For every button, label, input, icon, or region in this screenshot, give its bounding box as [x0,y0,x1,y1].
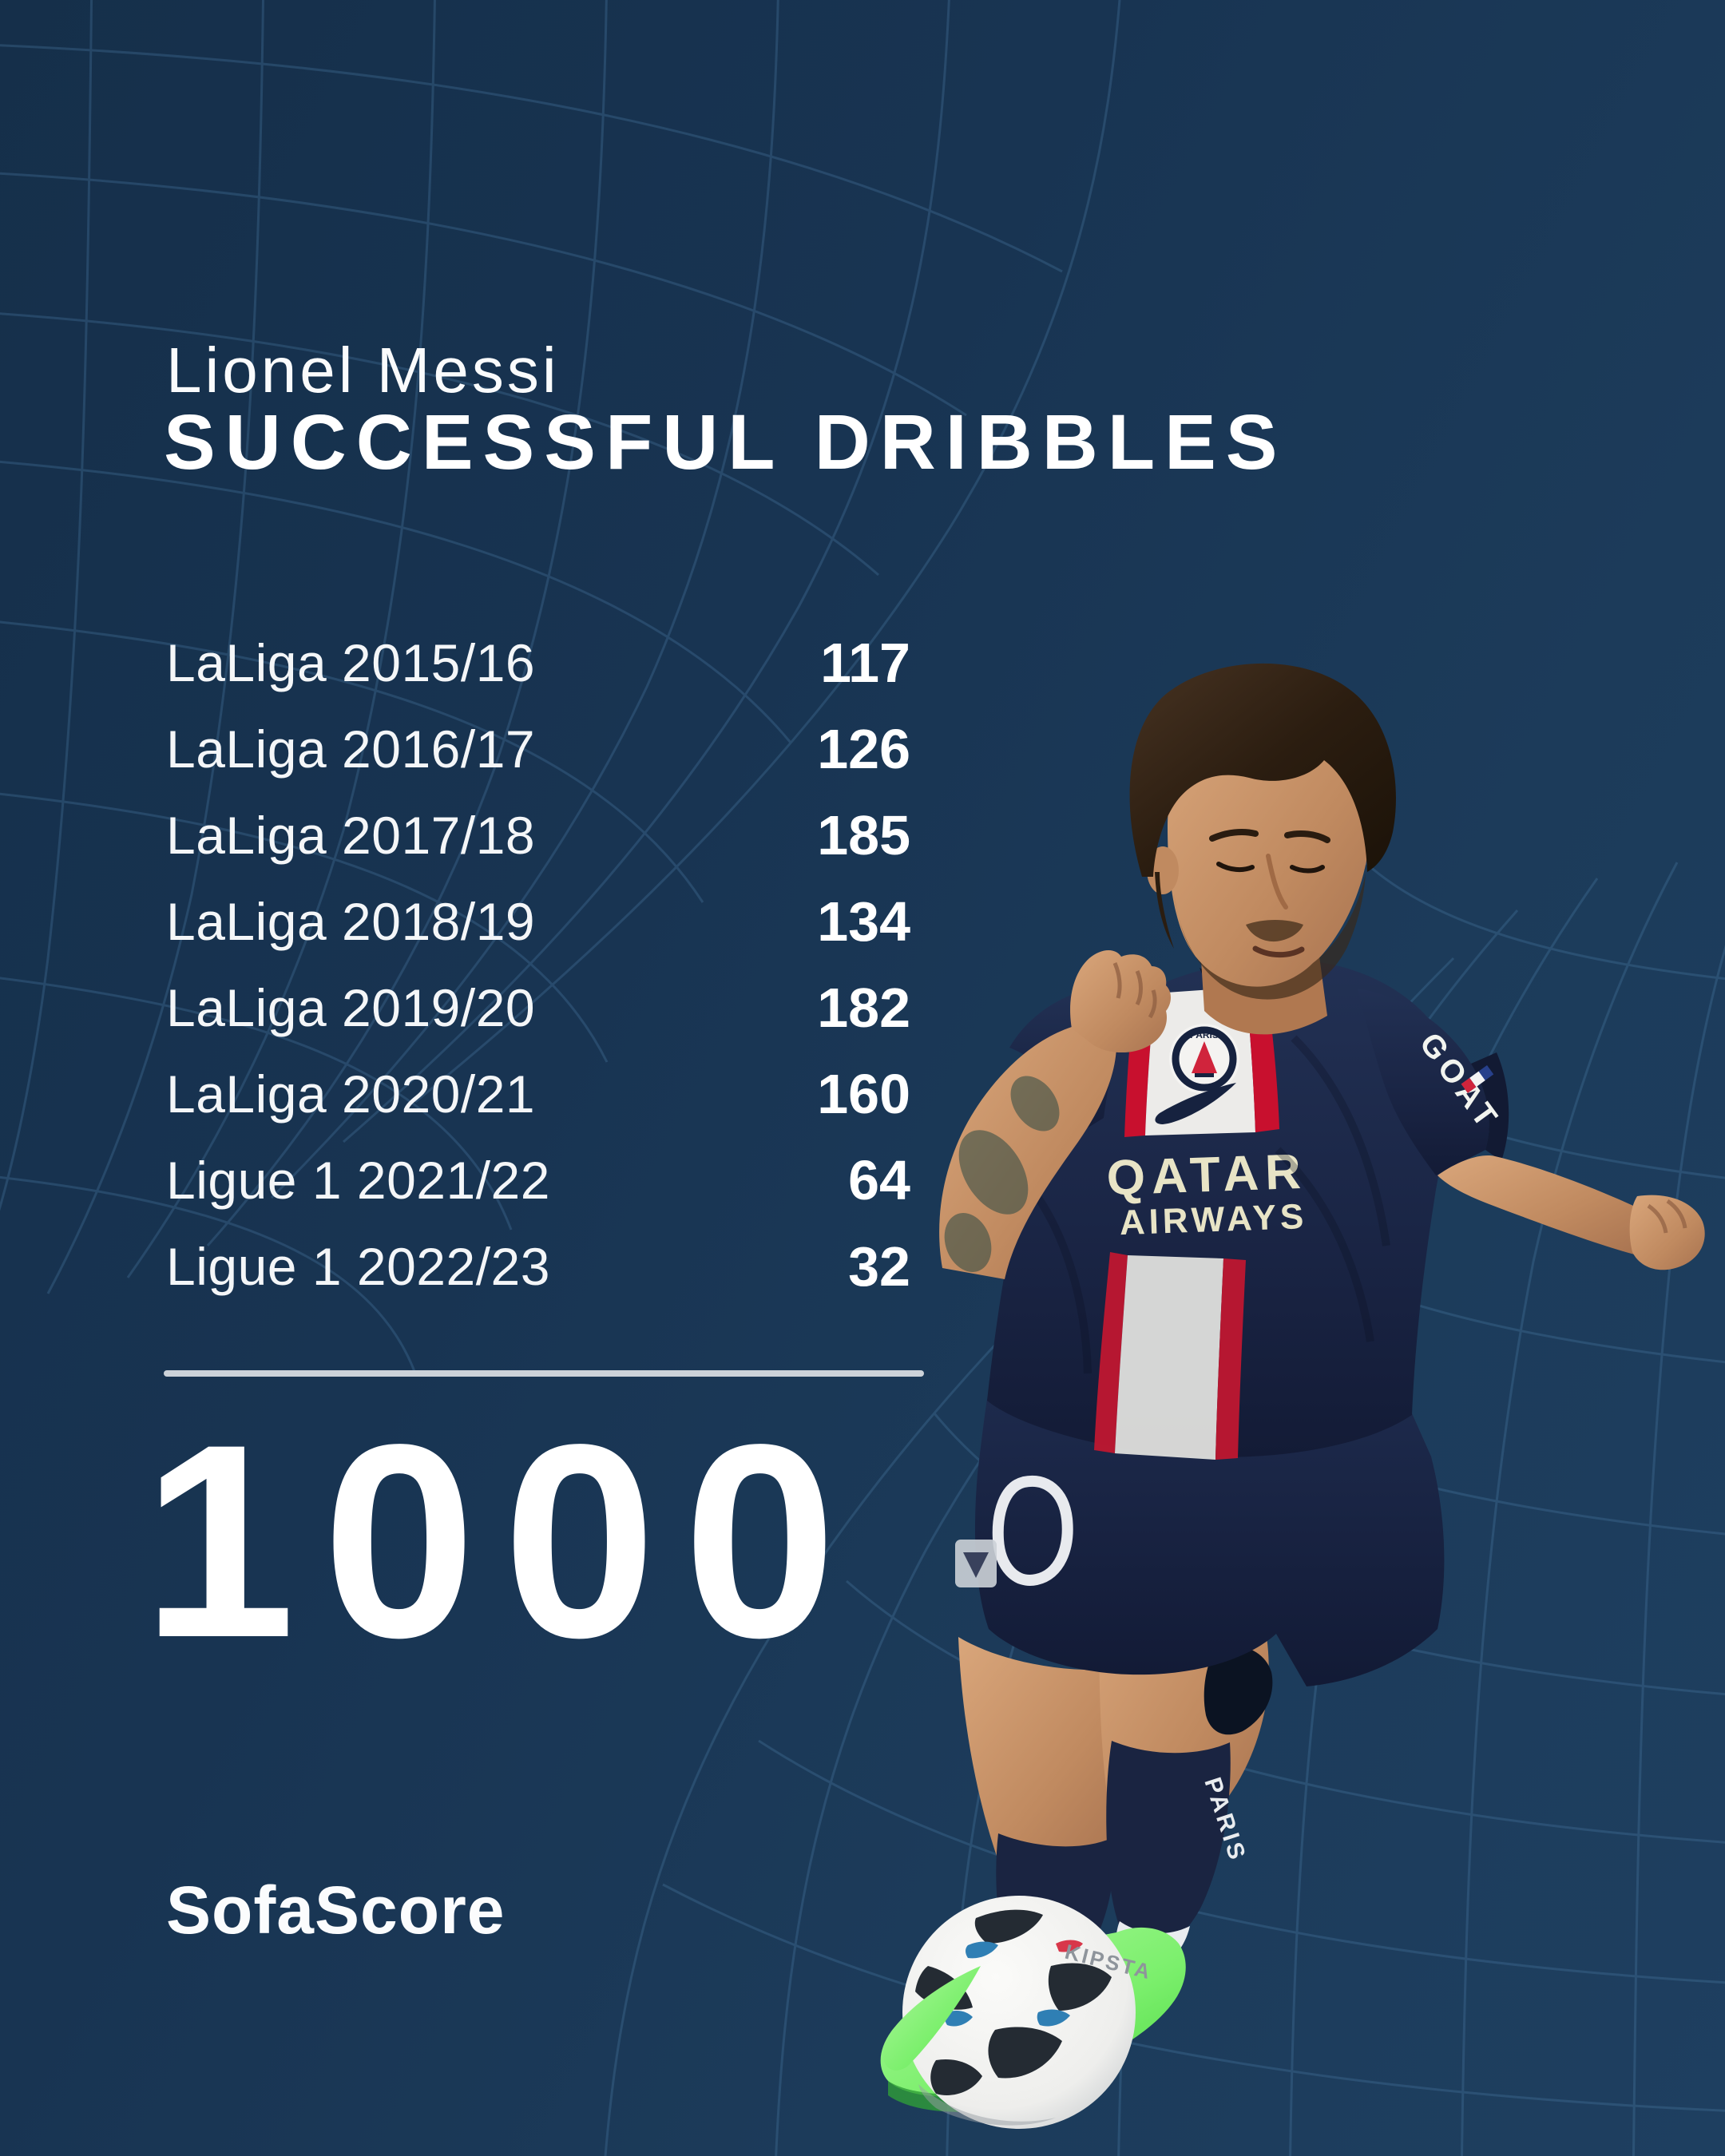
stat-row: Ligue 1 2022/23 32 [166,1223,910,1310]
stat-row: LaLiga 2016/17 126 [166,706,910,792]
season-value: 64 [848,1149,910,1211]
page-title: SUCCESSFUL DRIBBLES [164,398,1287,485]
season-value: 134 [817,890,910,953]
stat-row: LaLiga 2020/21 160 [166,1051,910,1137]
season-label: Ligue 1 2021/22 [166,1151,550,1210]
stat-row: Ligue 1 2021/22 64 [166,1137,910,1223]
season-value: 182 [817,977,910,1039]
player-name: Lionel Messi [166,335,560,406]
season-value: 126 [817,718,910,780]
season-label: LaLiga 2015/16 [166,633,536,692]
season-label: Ligue 1 2022/23 [166,1237,550,1296]
stat-row: LaLiga 2019/20 182 [166,965,910,1051]
divider-line [164,1370,924,1377]
stat-row: LaLiga 2015/16 117 [166,620,910,706]
season-value: 185 [817,804,910,866]
season-value: 117 [820,632,910,694]
season-label: LaLiga 2020/21 [166,1064,536,1124]
total-dribbles: 1000 [142,1388,864,1695]
season-label: LaLiga 2017/18 [166,806,536,865]
stat-row: LaLiga 2017/18 185 [166,792,910,878]
season-label: LaLiga 2016/17 [166,719,536,779]
stat-row: LaLiga 2018/19 134 [166,878,910,965]
season-label: LaLiga 2019/20 [166,978,536,1037]
season-label: LaLiga 2018/19 [166,892,536,951]
season-value: 160 [817,1063,910,1125]
sofascore-logo: SofaScore [166,1873,506,1948]
season-value: 32 [848,1235,910,1298]
stats-table: LaLiga 2015/16 117 LaLiga 2016/17 126 La… [166,620,910,1310]
